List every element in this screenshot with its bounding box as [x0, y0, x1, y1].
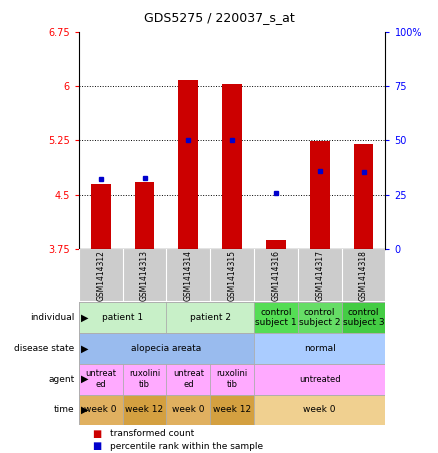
Text: GSM1414316: GSM1414316 [272, 250, 280, 301]
Bar [123, 364, 166, 395]
Bar [166, 364, 210, 395]
Text: ■: ■ [92, 441, 101, 451]
Bar [79, 333, 254, 364]
Text: GSM1414315: GSM1414315 [228, 250, 237, 301]
Text: ▶: ▶ [81, 405, 88, 415]
Bar [342, 249, 385, 301]
Bar [254, 395, 385, 425]
Bar [134, 182, 154, 249]
Bar [266, 240, 286, 249]
Text: ruxolini
tib: ruxolini tib [216, 370, 248, 389]
Text: time: time [54, 405, 74, 414]
Bar [79, 302, 166, 333]
Text: ▶: ▶ [81, 313, 88, 323]
Bar [222, 84, 242, 249]
Text: GSM1414318: GSM1414318 [359, 250, 368, 301]
Text: alopecia areata: alopecia areata [131, 344, 201, 353]
Text: week 0: week 0 [172, 405, 205, 414]
Bar [166, 302, 254, 333]
Text: ▶: ▶ [81, 343, 88, 353]
Text: disease state: disease state [14, 344, 74, 353]
Text: week 0: week 0 [304, 405, 336, 414]
Text: GSM1414314: GSM1414314 [184, 250, 193, 301]
Bar [353, 144, 373, 249]
Text: week 12: week 12 [125, 405, 164, 414]
Bar [310, 141, 329, 249]
Bar [79, 364, 123, 395]
Text: percentile rank within the sample: percentile rank within the sample [110, 442, 263, 451]
Text: week 0: week 0 [85, 405, 117, 414]
Text: GSM1414313: GSM1414313 [140, 250, 149, 301]
Bar [123, 395, 166, 425]
Bar [210, 249, 254, 301]
Bar [298, 302, 342, 333]
Text: control
subject 2: control subject 2 [299, 308, 340, 327]
Text: week 12: week 12 [213, 405, 251, 414]
Text: GDS5275 / 220037_s_at: GDS5275 / 220037_s_at [144, 11, 294, 24]
Bar [166, 249, 210, 301]
Bar [298, 249, 342, 301]
Bar [91, 184, 110, 249]
Bar [210, 395, 254, 425]
Text: normal: normal [304, 344, 336, 353]
Text: control
subject 3: control subject 3 [343, 308, 385, 327]
Text: GSM1414317: GSM1414317 [315, 250, 324, 301]
Bar [123, 249, 166, 301]
Text: GSM1414312: GSM1414312 [96, 250, 105, 301]
Text: control
subject 1: control subject 1 [255, 308, 297, 327]
Text: transformed count: transformed count [110, 429, 194, 439]
Text: untreated: untreated [299, 375, 341, 384]
Bar [178, 80, 198, 249]
Text: untreat
ed: untreat ed [173, 370, 204, 389]
Text: patient 2: patient 2 [190, 313, 231, 322]
Bar [254, 364, 385, 395]
Bar [254, 333, 385, 364]
Text: ▶: ▶ [81, 374, 88, 384]
Text: agent: agent [48, 375, 74, 384]
Bar [166, 395, 210, 425]
Bar [342, 302, 385, 333]
Text: ■: ■ [92, 429, 101, 439]
Bar [254, 249, 298, 301]
Bar [210, 364, 254, 395]
Text: ruxolini
tib: ruxolini tib [129, 370, 160, 389]
Text: untreat
ed: untreat ed [85, 370, 116, 389]
Text: patient 1: patient 1 [102, 313, 143, 322]
Bar [254, 302, 298, 333]
Text: individual: individual [30, 313, 74, 322]
Bar [79, 395, 123, 425]
Bar [79, 249, 123, 301]
